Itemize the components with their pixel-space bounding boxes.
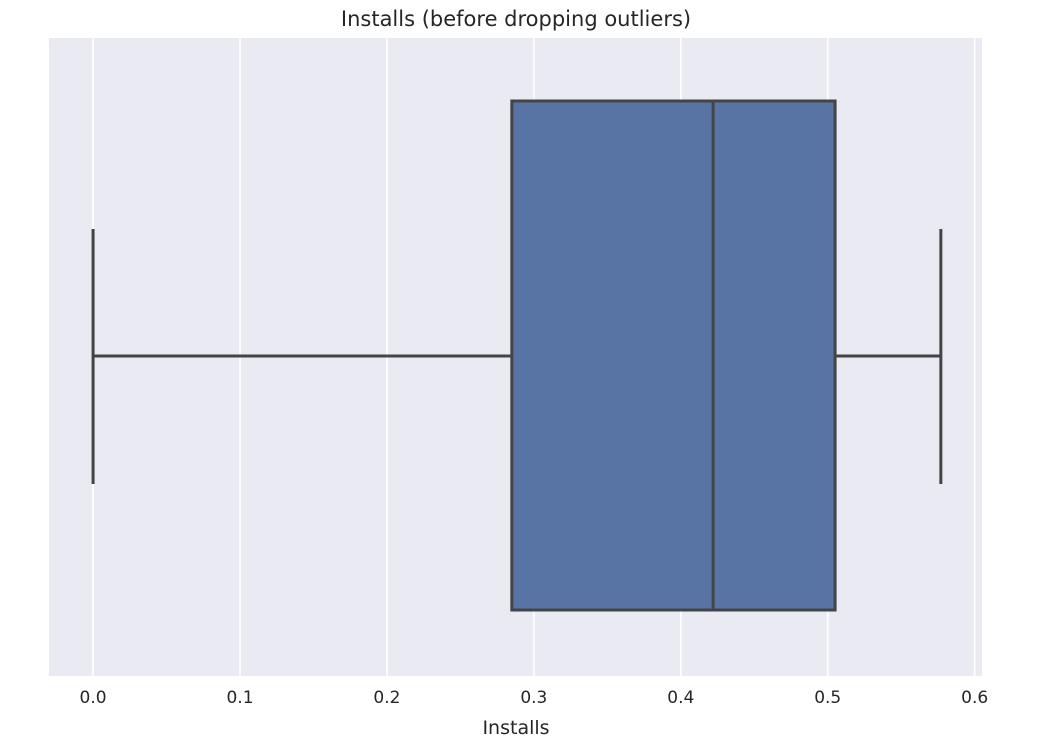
x-axis-label: Installs — [482, 717, 549, 739]
box-marks — [91, 99, 943, 612]
x-tick-label: 0.0 — [80, 688, 107, 708]
x-tick-label: 0.5 — [814, 688, 841, 708]
x-tick-labels: 0.0 0.1 0.2 0.3 0.4 0.5 0.6 — [80, 688, 989, 708]
x-tick-label: 0.3 — [520, 688, 547, 708]
box-iqr — [510, 99, 837, 612]
chart-title: Installs (before dropping outliers) — [341, 7, 691, 31]
x-tick-label: 0.2 — [373, 688, 400, 708]
x-tick-label: 0.1 — [226, 688, 253, 708]
x-tick-label: 0.6 — [961, 688, 988, 708]
x-tick-label: 0.4 — [667, 688, 694, 708]
